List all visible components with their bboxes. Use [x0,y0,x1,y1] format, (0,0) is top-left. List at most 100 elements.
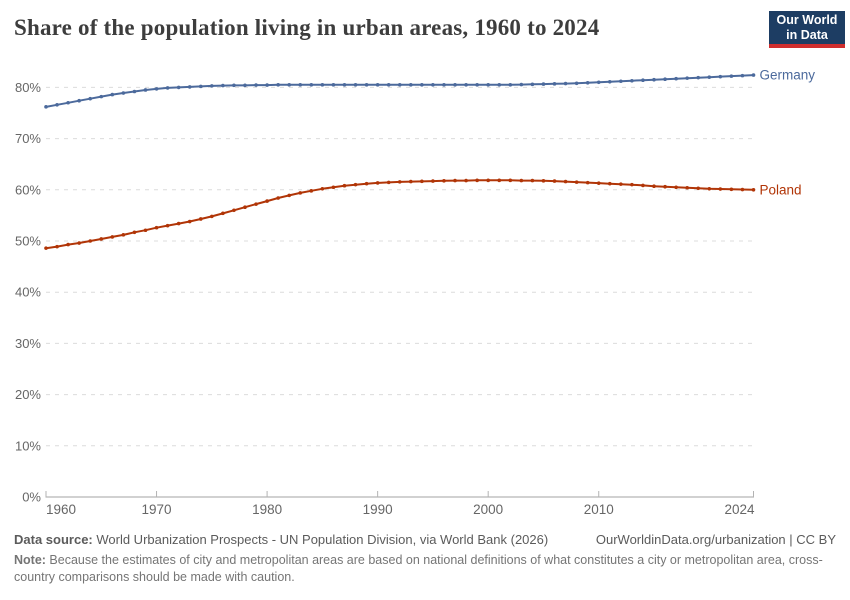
data-point-germany-1981 [276,83,280,87]
y-tick-label-60: 60% [15,182,41,197]
data-point-poland-1966 [110,235,115,239]
entity-label-poland: Poland [760,182,802,197]
data-point-germany-1977 [232,83,236,88]
x-tick-label-1980: 1980 [252,502,282,517]
data-point-poland-1987 [342,183,347,188]
data-point-germany-2003 [519,82,524,87]
owid-logo[interactable]: Our World in Data [769,11,845,48]
data-point-poland-1980 [265,199,269,203]
data-point-germany-1990 [375,83,380,87]
data-point-germany-1966 [110,92,115,97]
data-point-germany-1995 [431,83,435,87]
data-point-germany-2021 [718,74,723,79]
y-tick-label-0: 0% [22,490,41,505]
data-point-poland-1982 [287,193,292,198]
data-point-poland-1996 [442,179,446,183]
data-point-poland-1972 [176,221,181,226]
data-point-poland-2021 [718,187,723,191]
data-point-poland-1985 [320,186,325,191]
data-point-germany-2012 [619,79,623,84]
data-point-poland-2011 [607,181,612,186]
data-point-poland-2008 [574,180,579,184]
data-point-germany-1991 [386,83,391,87]
data-point-germany-1987 [342,83,347,87]
data-point-poland-1998 [464,178,468,183]
data-point-poland-1999 [475,178,479,183]
data-point-poland-1986 [331,185,336,190]
data-point-germany-1997 [453,83,457,87]
data-point-poland-1991 [386,180,391,185]
data-point-germany-2005 [541,82,546,86]
series-line-poland [45,179,755,250]
data-point-poland-2007 [563,179,568,184]
data-point-poland-1965 [99,237,104,241]
data-point-poland-2024 [751,188,756,192]
data-point-poland-1960 [44,246,48,250]
data-point-poland-1994 [420,179,424,184]
data-point-germany-1986 [331,83,336,87]
data-point-poland-1981 [276,196,280,200]
data-point-poland-1968 [132,230,137,235]
data-point-poland-2001 [497,178,502,183]
data-point-germany-1962 [66,100,70,105]
data-point-germany-1969 [143,88,148,92]
y-tick-label-40: 40% [15,285,41,300]
data-point-germany-1975 [210,84,214,88]
data-point-germany-1965 [99,94,104,99]
data-point-germany-2011 [607,79,612,84]
data-point-poland-2015 [652,184,656,189]
data-point-germany-2019 [696,75,701,80]
owid-logo-line1: Our World [776,12,838,27]
x-tick-label-1960: 1960 [46,502,76,517]
y-tick-label-70: 70% [15,131,41,146]
series-line-germany [45,74,755,108]
data-point-poland-2014 [641,183,645,188]
data-point-poland-2004 [530,178,535,183]
y-tick-label-50: 50% [15,234,41,249]
data-point-germany-2016 [663,77,667,82]
owid-url-link[interactable]: OurWorldinData.org/urbanization | CC BY [595,532,836,547]
data-point-germany-1983 [298,83,303,87]
data-point-germany-1999 [475,83,479,87]
data-point-germany-1993 [409,83,413,87]
y-tick-label-10: 10% [15,438,41,453]
data-point-germany-1980 [265,83,269,87]
data-point-poland-1976 [221,211,225,216]
data-point-poland-1973 [187,219,192,224]
data-point-germany-2002 [508,83,513,87]
data-point-germany-2015 [652,77,656,82]
chart-note: Note: Because the estimates of city and … [14,552,826,586]
data-point-germany-1974 [198,84,203,89]
y-tick-label-20: 20% [15,387,41,402]
data-point-germany-1984 [309,83,314,87]
data-point-poland-2003 [519,178,524,183]
data-point-poland-1983 [298,191,303,195]
data-point-germany-1960 [44,105,48,109]
data-point-poland-1992 [397,180,402,184]
data-point-poland-1964 [88,239,93,243]
y-tick-label-30: 30% [15,336,41,351]
data-point-poland-1989 [364,181,369,186]
data-point-germany-1964 [88,96,93,101]
data-point-poland-1979 [254,202,258,206]
data-point-germany-2008 [574,81,579,86]
line-chart: 0% 10% 20% 30% 40% 50% 60% 70% 80% 1960 1970 1980 19… [15,68,816,517]
x-tick-label-1970: 1970 [142,502,172,517]
data-source-text: Data source: World Urbanization Prospect… [14,532,548,547]
data-point-germany-1973 [187,85,192,89]
data-point-poland-1993 [409,179,413,184]
data-point-poland-1988 [353,182,358,187]
data-point-germany-1978 [243,83,247,88]
data-point-germany-1976 [221,83,225,88]
data-point-germany-1979 [254,83,258,87]
data-point-poland-2010 [596,181,601,185]
note-label: Note: [14,553,46,567]
data-point-germany-2023 [740,73,745,78]
data-point-poland-2019 [696,186,701,191]
data-point-germany-1968 [132,89,137,94]
entity-label-germany: Germany [760,68,816,83]
data-point-poland-1970 [154,225,159,230]
data-point-germany-2004 [530,82,535,87]
data-point-poland-2022 [729,187,734,192]
data-point-poland-1978 [243,205,247,210]
